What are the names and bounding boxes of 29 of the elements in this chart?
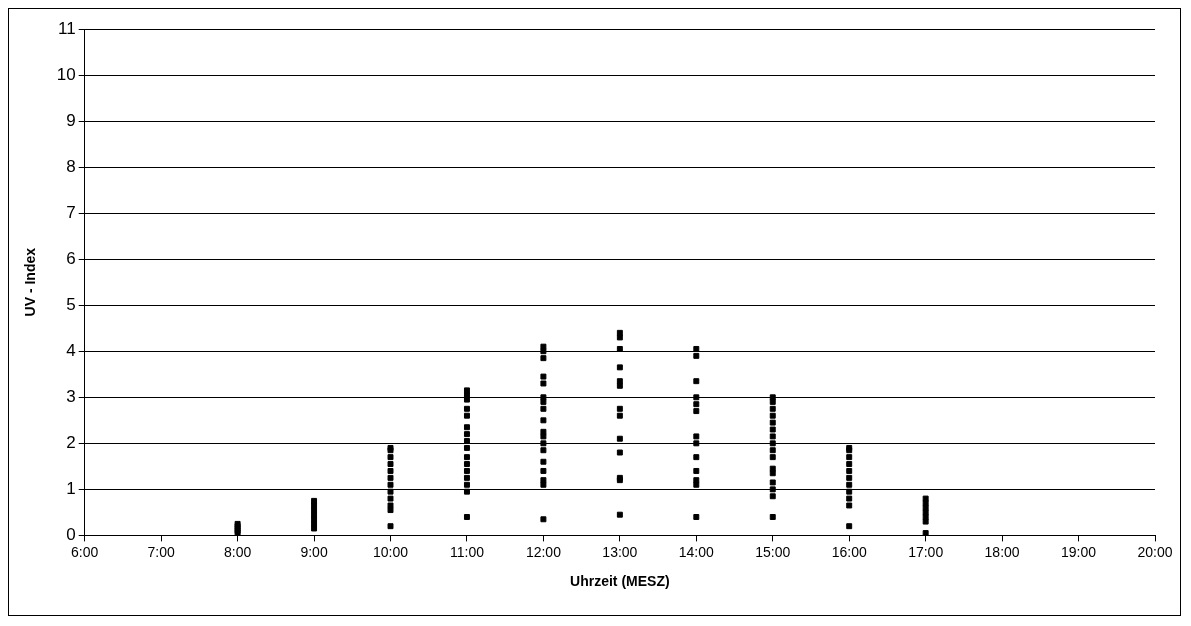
- x-tick-label: 7:00: [147, 543, 175, 560]
- x-tick-label: 20:00: [1137, 543, 1173, 560]
- y-tick-label: 1: [66, 479, 76, 499]
- y-axis-title: UV - Index: [22, 247, 39, 317]
- y-tick-label: 2: [66, 433, 76, 453]
- x-tick-label: 8:00: [223, 543, 252, 560]
- x-tick-label: 15:00: [755, 543, 791, 560]
- x-tick-label: 16:00: [831, 543, 867, 560]
- y-tick-label: 9: [66, 110, 76, 130]
- y-tick-label: 5: [66, 294, 76, 314]
- y-tick-label: 10: [56, 64, 76, 84]
- x-tick-label: 13:00: [602, 543, 638, 560]
- y-tick-label: 8: [66, 156, 76, 176]
- y-tick-label: 7: [66, 202, 76, 222]
- x-tick-label: 10:00: [372, 543, 409, 560]
- y-tick-label: 4: [66, 340, 76, 360]
- y-tick-label: 11: [58, 18, 76, 38]
- x-tick-label: 9:00: [300, 543, 328, 560]
- x-tick-label: 18:00: [984, 543, 1020, 560]
- y-tick-label: 0: [66, 525, 76, 545]
- x-tick-label: 11:00: [449, 543, 485, 560]
- x-tick-label: 17:00: [908, 543, 944, 560]
- x-tick-label: 14:00: [678, 543, 715, 560]
- x-tick-label: 6:00: [71, 543, 99, 560]
- x-tick-label: 12:00: [525, 543, 562, 560]
- y-tick-label: 3: [66, 386, 76, 406]
- x-tick-label: 19:00: [1061, 543, 1097, 560]
- y-tick-label: 6: [66, 248, 76, 268]
- x-axis-title: Uhrzeit (MESZ): [570, 573, 670, 590]
